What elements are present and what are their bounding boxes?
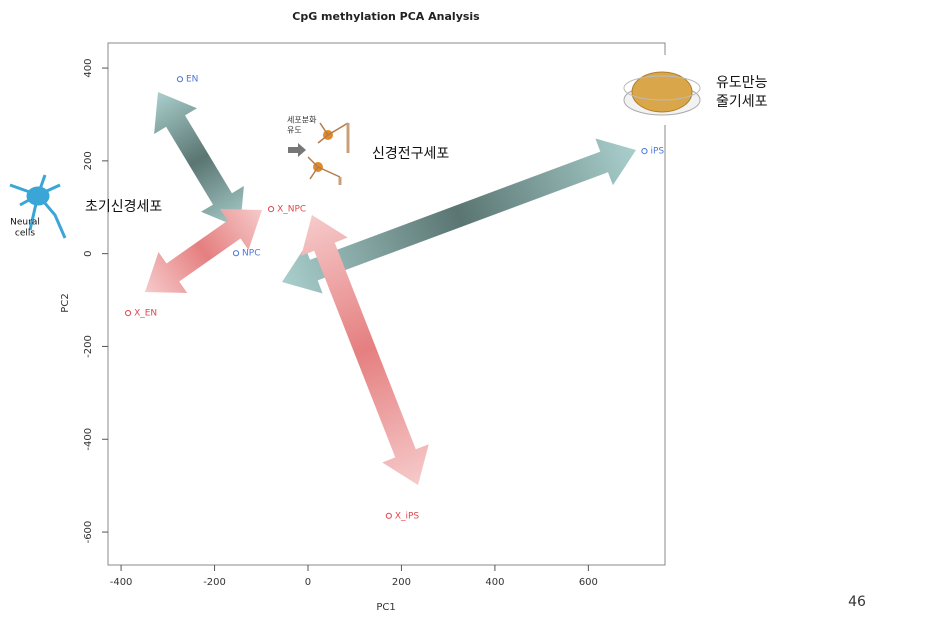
point <box>124 309 132 317</box>
y-axis-label: PC2 <box>60 293 71 312</box>
point <box>641 148 648 155</box>
arrow <box>154 92 244 228</box>
y-tick-label: 0 <box>83 250 94 256</box>
point <box>176 76 184 83</box>
arrow <box>301 215 429 485</box>
arrow <box>145 209 262 293</box>
page-number: 46 <box>848 594 866 610</box>
y-tick-label: -400 <box>83 428 94 451</box>
y-tick-label: 400 <box>83 59 94 78</box>
icon-label: 세포분화 <box>287 116 317 125</box>
annotation: 초기신경세포 <box>85 199 162 215</box>
point <box>385 512 392 519</box>
annotation: 유도만능 <box>716 75 768 91</box>
x-tick-label: -200 <box>203 577 226 588</box>
icon-label: Neural <box>10 218 40 228</box>
point-label: X_iPS <box>395 511 420 521</box>
y-tick-label: -200 <box>83 335 94 358</box>
point-label: EN <box>186 75 198 85</box>
point <box>232 250 240 257</box>
x-tick-label: 0 <box>305 577 311 588</box>
point-label: NPC <box>242 249 260 259</box>
point <box>267 206 275 213</box>
arrow <box>282 138 636 294</box>
point-label: X_EN <box>134 309 157 319</box>
y-tick-label: 200 <box>83 151 94 170</box>
plot-frame <box>107 42 666 566</box>
y-tick-label: -600 <box>83 521 94 544</box>
point-label: X_NPC <box>277 205 306 215</box>
petri-icon <box>612 55 712 125</box>
icon-label: cells <box>15 229 35 239</box>
arrows <box>145 92 636 485</box>
point-label: iPS <box>650 147 664 157</box>
chart-title: CpG methylation PCA Analysis <box>292 10 480 23</box>
neural-icon <box>9 174 67 239</box>
x-tick-label: -400 <box>110 577 133 588</box>
annotation: 신경전구세포 <box>372 146 449 162</box>
x-tick-label: 400 <box>485 577 504 588</box>
x-axis-label: PC1 <box>376 602 395 613</box>
x-tick-label: 600 <box>579 577 598 588</box>
annotation: 줄기세포 <box>716 94 768 110</box>
icon-label: 유도 <box>287 126 302 135</box>
diff-icon <box>288 122 350 185</box>
x-tick-label: 200 <box>392 577 411 588</box>
